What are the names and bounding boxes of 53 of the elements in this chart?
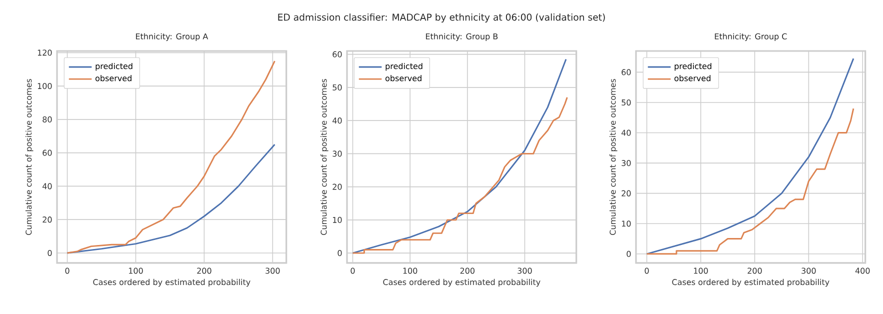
y-tick-label: 20 <box>42 216 52 223</box>
x-tick-label: 100 <box>128 268 143 274</box>
y-axis-title: Cumulative count of positive outcomes <box>320 78 328 235</box>
y-tick-label: 20 <box>622 190 631 196</box>
line-series <box>646 108 854 255</box>
y-tick-label: 0 <box>626 250 631 257</box>
x-tick-label: 0 <box>350 268 355 274</box>
y-tick-label: 40 <box>622 130 631 136</box>
y-tick-label: 50 <box>622 99 631 106</box>
y-tick-label: 30 <box>332 150 342 157</box>
legend-label: predicted <box>96 62 132 71</box>
x-tick-label: 100 <box>694 268 708 274</box>
y-axis-title: Cumulative count of positive outcomes <box>25 78 34 235</box>
y-tick-label: 60 <box>332 51 342 58</box>
y-tick-label: 40 <box>42 183 52 190</box>
x-tick-label: 200 <box>197 268 212 274</box>
y-tick-label: 0 <box>338 250 342 256</box>
x-tick-label: 300 <box>266 268 280 274</box>
x-tick-label: 300 <box>518 268 532 274</box>
text: ED admission classifier: MADCAP by ethnicity at 06:00 (validation set) <box>278 13 605 23</box>
y-tick-label: 80 <box>42 116 52 122</box>
x-tick-label: 0 <box>65 268 70 274</box>
y-tick-label: 10 <box>332 216 342 223</box>
x-axis-title: Cases ordered by estimated probability <box>672 278 830 287</box>
y-tick-label: 60 <box>622 69 631 76</box>
legend-label: observed <box>674 75 710 82</box>
y-tick-label: 120 <box>38 50 52 56</box>
x-tick-label: 200 <box>748 268 762 274</box>
y-tick-label: 60 <box>42 150 52 156</box>
y-tick-label: 10 <box>622 220 631 227</box>
legend-label: predicted <box>386 62 422 71</box>
y-tick-label: 40 <box>332 118 342 124</box>
y-tick-label: 100 <box>38 83 52 90</box>
x-axis-title: Cases ordered by estimated probability <box>383 278 540 287</box>
x-axis-title: Cases ordered by estimated probability <box>93 278 250 287</box>
chart-title: Ethnicity: Group A <box>136 33 208 41</box>
legend-label: observed <box>96 75 132 82</box>
y-axis-title: Cumulative count of positive outcomes <box>610 78 618 235</box>
y-tick-label: 0 <box>48 250 52 256</box>
legend-label: predicted <box>674 62 712 71</box>
y-tick-label: 20 <box>332 184 342 190</box>
x-tick-label: 100 <box>403 268 418 274</box>
x-tick-label: 0 <box>644 268 649 274</box>
x-tick-label: 400 <box>855 268 870 274</box>
chart-title: Ethnicity: Group B <box>426 33 498 41</box>
x-tick-label: 300 <box>802 268 816 274</box>
line-series <box>352 96 568 254</box>
legend-label: observed <box>385 75 422 82</box>
y-tick-label: 30 <box>622 160 631 166</box>
chart-title: Ethnicity: Group C <box>714 33 787 41</box>
line-series <box>352 58 567 254</box>
x-tick-label: 200 <box>460 268 474 274</box>
y-tick-label: 50 <box>332 84 342 90</box>
